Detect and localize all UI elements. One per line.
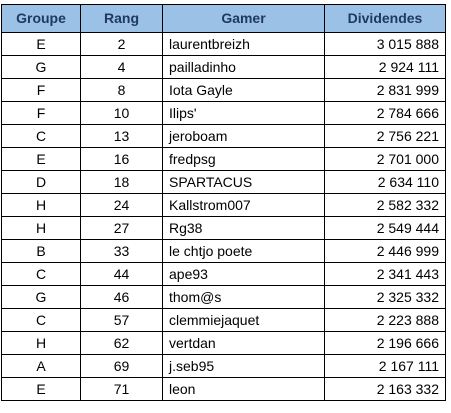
cell-dividendes[interactable]: 2 756 221 bbox=[324, 124, 446, 148]
cell-groupe[interactable]: G bbox=[1, 285, 81, 309]
cell-gamer[interactable]: jeroboam bbox=[162, 124, 325, 148]
ranking-table: Groupe Rang Gamer Dividendes E 2 laurentbr… bbox=[1, 4, 446, 401]
cell-dividendes[interactable]: 2 325 332 bbox=[324, 285, 446, 309]
table-row: D 18 SPARTACUS 2 634 110 bbox=[1, 170, 446, 194]
cell-gamer[interactable]: le chtjo poete bbox=[162, 239, 325, 263]
cell-groupe[interactable]: C bbox=[1, 262, 81, 286]
cell-groupe[interactable]: F bbox=[1, 101, 81, 125]
cell-gamer[interactable]: leon bbox=[162, 377, 325, 401]
cell-groupe[interactable]: A bbox=[1, 354, 81, 378]
cell-gamer[interactable]: j.seb95 bbox=[162, 354, 325, 378]
table-row: E 2 laurentbreizh 3 015 888 bbox=[1, 32, 446, 56]
cell-dividendes[interactable]: 2 831 999 bbox=[324, 78, 446, 102]
cell-dividendes[interactable]: 3 015 888 bbox=[324, 32, 446, 56]
cell-rang[interactable]: 46 bbox=[80, 285, 163, 309]
cell-dividendes[interactable]: 2 341 443 bbox=[324, 262, 446, 286]
cell-groupe[interactable]: B bbox=[1, 239, 81, 263]
cell-groupe[interactable]: C bbox=[1, 124, 81, 148]
cell-dividendes[interactable]: 2 167 111 bbox=[324, 354, 446, 378]
table-row: B 33 le chtjo poete 2 446 999 bbox=[1, 239, 446, 263]
header-rang[interactable]: Rang bbox=[80, 4, 163, 33]
cell-gamer[interactable]: Kallstrom007 bbox=[162, 193, 325, 217]
cell-rang[interactable]: 10 bbox=[80, 101, 163, 125]
cell-rang[interactable]: 13 bbox=[80, 124, 163, 148]
cell-gamer[interactable]: Ilips' bbox=[162, 101, 325, 125]
header-row: Groupe Rang Gamer Dividendes bbox=[1, 4, 446, 33]
cell-dividendes[interactable]: 2 582 332 bbox=[324, 193, 446, 217]
cell-groupe[interactable]: H bbox=[1, 331, 81, 355]
table-row: G 46 thom@s 2 325 332 bbox=[1, 285, 446, 309]
cell-rang[interactable]: 2 bbox=[80, 32, 163, 56]
cell-gamer[interactable]: ape93 bbox=[162, 262, 325, 286]
cell-gamer[interactable]: Iota Gayle bbox=[162, 78, 325, 102]
table-row: F 10 Ilips' 2 784 666 bbox=[1, 101, 446, 125]
cell-dividendes[interactable]: 2 634 110 bbox=[324, 170, 446, 194]
cell-rang[interactable]: 8 bbox=[80, 78, 163, 102]
table-body: E 2 laurentbreizh 3 015 888 G 4 pailladinho 2 9… bbox=[1, 32, 446, 401]
table-row: C 44 ape93 2 341 443 bbox=[1, 262, 446, 286]
table-row: F 8 Iota Gayle 2 831 999 bbox=[1, 78, 446, 102]
cell-groupe[interactable]: E bbox=[1, 147, 81, 171]
cell-groupe[interactable]: G bbox=[1, 55, 81, 79]
cell-gamer[interactable]: thom@s bbox=[162, 285, 325, 309]
cell-groupe[interactable]: D bbox=[1, 170, 81, 194]
cell-groupe[interactable]: E bbox=[1, 32, 81, 56]
cell-rang[interactable]: 27 bbox=[80, 216, 163, 240]
header-gamer[interactable]: Gamer bbox=[162, 4, 325, 33]
cell-dividendes[interactable]: 2 196 666 bbox=[324, 331, 446, 355]
cell-dividendes[interactable]: 2 446 999 bbox=[324, 239, 446, 263]
cell-dividendes[interactable]: 2 549 444 bbox=[324, 216, 446, 240]
cell-dividendes[interactable]: 2 701 000 bbox=[324, 147, 446, 171]
table-row: H 24 Kallstrom007 2 582 332 bbox=[1, 193, 446, 217]
cell-groupe[interactable]: F bbox=[1, 78, 81, 102]
cell-rang[interactable]: 33 bbox=[80, 239, 163, 263]
cell-dividendes[interactable]: 2 223 888 bbox=[324, 308, 446, 332]
cell-groupe[interactable]: E bbox=[1, 377, 81, 401]
cell-gamer[interactable]: Rg38 bbox=[162, 216, 325, 240]
cell-rang[interactable]: 16 bbox=[80, 147, 163, 171]
cell-dividendes[interactable]: 2 784 666 bbox=[324, 101, 446, 125]
cell-gamer[interactable]: vertdan bbox=[162, 331, 325, 355]
cell-rang[interactable]: 57 bbox=[80, 308, 163, 332]
table-row: C 13 jeroboam 2 756 221 bbox=[1, 124, 446, 148]
header-groupe[interactable]: Groupe bbox=[1, 4, 81, 33]
cell-rang[interactable]: 18 bbox=[80, 170, 163, 194]
cell-gamer[interactable]: SPARTACUS bbox=[162, 170, 325, 194]
cell-gamer[interactable]: pailladinho bbox=[162, 55, 325, 79]
table-row: H 27 Rg38 2 549 444 bbox=[1, 216, 446, 240]
cell-rang[interactable]: 24 bbox=[80, 193, 163, 217]
cell-groupe[interactable]: C bbox=[1, 308, 81, 332]
cell-dividendes[interactable]: 2 163 332 bbox=[324, 377, 446, 401]
table-row: H 62 vertdan 2 196 666 bbox=[1, 331, 446, 355]
cell-rang[interactable]: 62 bbox=[80, 331, 163, 355]
table-row: A 69 j.seb95 2 167 111 bbox=[1, 354, 446, 378]
cell-gamer[interactable]: fredpsg bbox=[162, 147, 325, 171]
cell-rang[interactable]: 44 bbox=[80, 262, 163, 286]
cell-gamer[interactable]: laurentbreizh bbox=[162, 32, 325, 56]
cell-gamer[interactable]: clemmiejaquet bbox=[162, 308, 325, 332]
cell-dividendes[interactable]: 2 924 111 bbox=[324, 55, 446, 79]
cell-rang[interactable]: 4 bbox=[80, 55, 163, 79]
cell-rang[interactable]: 69 bbox=[80, 354, 163, 378]
table-row: C 57 clemmiejaquet 2 223 888 bbox=[1, 308, 446, 332]
cell-rang[interactable]: 71 bbox=[80, 377, 163, 401]
table-row: E 71 leon 2 163 332 bbox=[1, 377, 446, 401]
cell-groupe[interactable]: H bbox=[1, 216, 81, 240]
table-row: E 16 fredpsg 2 701 000 bbox=[1, 147, 446, 171]
header-dividendes[interactable]: Dividendes bbox=[324, 4, 446, 33]
table-row: G 4 pailladinho 2 924 111 bbox=[1, 55, 446, 79]
cell-groupe[interactable]: H bbox=[1, 193, 81, 217]
